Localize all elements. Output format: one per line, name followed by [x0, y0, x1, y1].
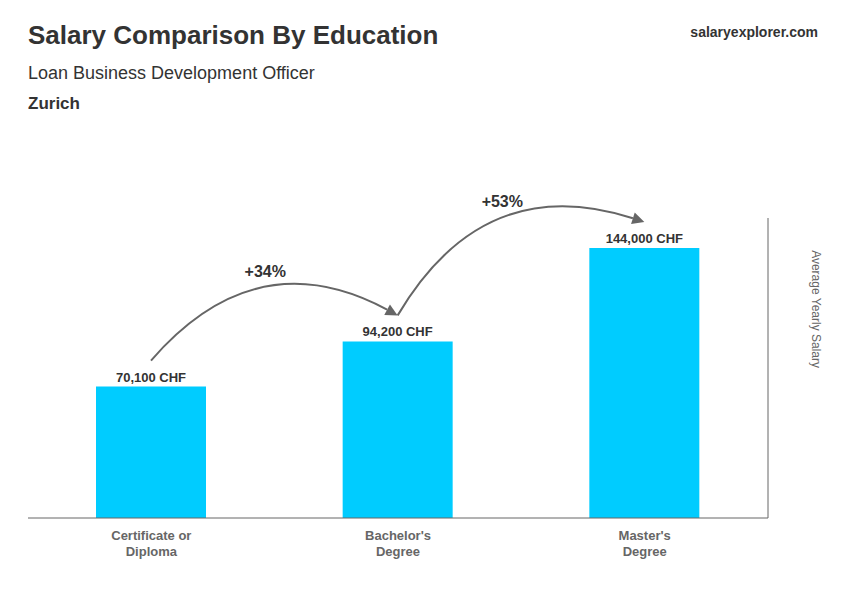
html-text:salaryexplorer.com: salaryexplorer.com — [690, 24, 818, 40]
html-text:Salary Comparison By Education: Salary Comparison By Education — [28, 20, 439, 50]
svg-text:Master'sDegree: Master'sDegree — [619, 528, 671, 559]
html-text:Zurich: Zurich — [28, 94, 80, 113]
html-text:Loan Business Development Offi: Loan Business Development Officer — [28, 63, 315, 83]
svg-text:70,100 CHF: 70,100 CHF — [116, 370, 186, 385]
svg-text:Certificate orDiploma: Certificate orDiploma — [111, 528, 191, 559]
svg-text:144,000 CHF: 144,000 CHF — [606, 231, 683, 246]
svg-text:94,200 CHF: 94,200 CHF — [363, 324, 433, 339]
svg-text:Average Yearly Salary: Average Yearly Salary — [809, 250, 823, 368]
svg-text:+53%: +53% — [482, 193, 523, 210]
svg-text:Bachelor'sDegree: Bachelor'sDegree — [365, 528, 431, 559]
svg-text:+34%: +34% — [245, 263, 286, 280]
